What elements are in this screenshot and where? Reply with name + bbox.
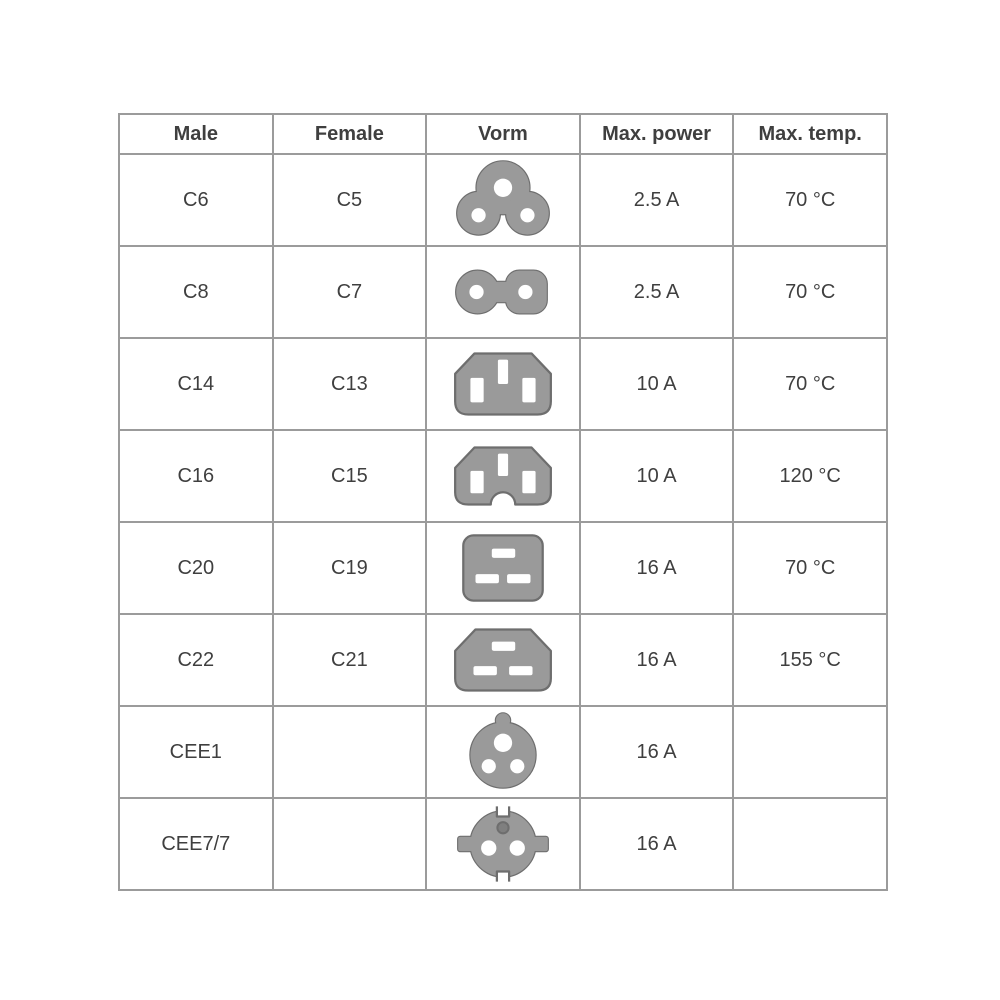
max-temp-cell: 70 °C [732, 337, 888, 431]
header-max-power: Max. power [578, 113, 735, 155]
max-power-cell: 10 A [578, 337, 735, 431]
female-cell: C15 [271, 429, 428, 523]
male-cell: C6 [118, 153, 274, 247]
table-row: C6 C5 [118, 153, 888, 247]
max-temp-cell [732, 705, 888, 799]
header-row: Male Female Vorm Max. power Max. temp. [118, 113, 888, 155]
vorm-cell [425, 613, 581, 707]
c22-c21-trapezoid-slots-icon [454, 628, 552, 692]
max-power-cell: 16 A [578, 521, 735, 615]
header-female: Female [271, 113, 428, 155]
max-temp-cell: 155 °C [732, 613, 888, 707]
female-cell: C13 [271, 337, 428, 431]
max-power-cell: 2.5 A [578, 245, 735, 339]
table-row: CEE1 [118, 705, 888, 799]
c16-c15-notched-trapezoid-icon [454, 446, 552, 506]
vorm-cell [425, 705, 581, 799]
max-power-cell: 10 A [578, 429, 735, 523]
female-cell [271, 705, 428, 799]
header-male: Male [118, 113, 274, 155]
male-cell: CEE1 [118, 705, 274, 799]
c14-c13-trapezoid-pins-icon [454, 352, 552, 416]
max-power-cell: 16 A [578, 797, 735, 891]
max-temp-cell [732, 797, 888, 891]
male-cell: C14 [118, 337, 274, 431]
header-max-temp: Max. temp. [732, 113, 888, 155]
max-power-cell: 16 A [578, 705, 735, 799]
table-row: C14 C13 10 A 70 °C [118, 337, 888, 431]
max-power-cell: 2.5 A [578, 153, 735, 247]
max-temp-cell: 70 °C [732, 153, 888, 247]
female-cell [271, 797, 428, 891]
female-cell: C5 [271, 153, 428, 247]
male-cell: CEE7/7 [118, 797, 274, 891]
vorm-cell [425, 153, 581, 247]
male-cell: C8 [118, 245, 274, 339]
cee7-7-schuko-plug-icon [457, 806, 549, 882]
table-row: C20 C19 16 A 70 °C [118, 521, 888, 615]
vorm-cell [425, 337, 581, 431]
table-row: C22 C21 16 A 155 °C [118, 613, 888, 707]
male-cell: C22 [118, 613, 274, 707]
c8-c7-figure-eight-icon [455, 269, 548, 315]
table-row: C16 C15 10 A 120 °C [118, 429, 888, 523]
vorm-cell [425, 429, 581, 523]
male-cell: C16 [118, 429, 274, 523]
max-power-cell: 16 A [578, 613, 735, 707]
max-temp-cell: 70 °C [732, 521, 888, 615]
c6-c5-cloverleaf-icon [456, 160, 550, 236]
male-cell: C20 [118, 521, 274, 615]
female-cell: C19 [271, 521, 428, 615]
max-temp-cell: 120 °C [732, 429, 888, 523]
female-cell: C21 [271, 613, 428, 707]
header-vorm: Vorm [425, 113, 581, 155]
vorm-cell [425, 245, 581, 339]
c20-c19-rounded-rect-icon [462, 534, 544, 602]
vorm-cell [425, 797, 581, 891]
vorm-cell [425, 521, 581, 615]
table-row: CEE7/7 [118, 797, 888, 891]
max-temp-cell: 70 °C [732, 245, 888, 339]
female-cell: C7 [271, 245, 428, 339]
cee1-round-plug-icon [469, 712, 537, 789]
connector-table: Male Female Vorm Max. power Max. temp. C… [118, 113, 888, 891]
table-row: C8 C7 [118, 245, 888, 339]
